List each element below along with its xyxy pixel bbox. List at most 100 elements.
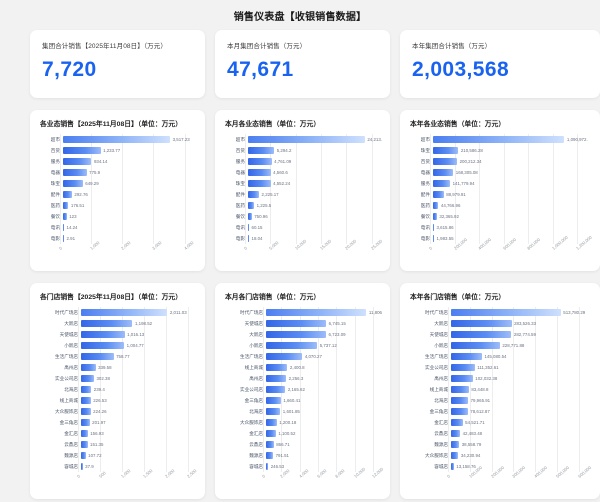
bar[interactable] [451,364,475,371]
bar[interactable] [433,136,565,143]
bar-row[interactable]: 禹州店 339.58 [38,362,197,373]
bar[interactable] [266,353,303,360]
bar-row[interactable]: 电讯 60.15 [223,222,382,233]
bar-row[interactable]: 金三角店 78,612.87 [408,406,592,417]
bar-row[interactable]: 小新店 228,771.88 [408,340,592,351]
bar-row[interactable]: 实业公司店 2,165.62 [223,384,382,395]
bar-row[interactable]: 实业公司店 111,352.61 [408,362,592,373]
bar-row[interactable]: 大众服饰店 224.26 [38,406,197,417]
bar[interactable] [266,364,288,371]
bar[interactable] [451,441,460,448]
bar[interactable] [81,331,125,338]
bar-row[interactable]: 云鼎店 151.35 [38,439,197,450]
bar-row[interactable]: 服务 4,761.09 [223,156,382,167]
bar-row[interactable]: 云鼎店 866.71 [223,439,382,450]
bar-row[interactable]: 时代广场店 513,780.29 [408,307,592,318]
bar[interactable] [81,419,90,426]
bar-row[interactable]: 小新店 1,004.77 [38,340,197,351]
bar[interactable] [81,320,133,327]
bar[interactable] [81,375,94,382]
chart-card-category-year[interactable]: 本年各业态销售（单位：万元） 超市 1,090,972. 珠宝 210,586.28 百… [400,110,600,271]
bar[interactable] [451,452,459,459]
bar[interactable] [63,202,69,209]
bar-row[interactable]: 北海店 1,601.85 [223,406,382,417]
kpi-card-today[interactable]: 集团合计销售【2025年11月08日】（万元） 7,720 [30,30,205,98]
bar[interactable] [248,147,275,154]
bar-row[interactable]: 电影 2.91 [38,233,197,244]
bar-row[interactable]: 服务 934.14 [38,156,197,167]
bar[interactable] [63,136,171,143]
bar-row[interactable]: 金三角店 1,660.41 [223,395,382,406]
bar-row[interactable]: 医药 44,766.96 [408,200,592,211]
bar[interactable] [81,397,91,404]
bar-row[interactable]: 配件 2,225.17 [223,189,382,200]
bar-row[interactable]: 电器 4,560.6 [223,167,382,178]
bar-row[interactable]: 配件 292.76 [38,189,197,200]
chart-card-store-year[interactable]: 本年各门店销售（单位：万元） 时代广场店 513,780.29 大新店 283,526… [400,283,600,499]
bar-row[interactable]: 超市 3,517.23 [38,134,197,145]
bar-row[interactable]: 大众服饰店 34,230.94 [408,450,592,461]
bar-row[interactable]: 服务 141,779.94 [408,178,592,189]
bar[interactable] [248,136,365,143]
bar-row[interactable]: 生活广场店 145,080.54 [408,351,592,362]
bar[interactable] [63,147,101,154]
bar[interactable] [63,191,72,198]
bar-row[interactable]: 生活广场店 758.77 [38,351,197,362]
bar[interactable] [266,408,281,415]
bar[interactable] [451,430,461,437]
bar-row[interactable]: 餐饮 750.96 [223,211,382,222]
bar[interactable] [433,191,444,198]
bar[interactable] [81,463,83,470]
bar-row[interactable]: 实业公司店 302.38 [38,373,197,384]
bar-row[interactable]: 超市 24,213. [223,134,382,145]
bar[interactable] [451,408,468,415]
bar-row[interactable]: 容城店 37.9 [38,461,197,472]
bar[interactable] [266,342,318,349]
bar-row[interactable]: 禹州店 102,032.38 [408,373,592,384]
bar[interactable] [81,386,92,393]
bar[interactable] [266,386,286,393]
bar-row[interactable]: 金三角店 201.97 [38,417,197,428]
bar-row[interactable]: 魏源店 38,558.79 [408,439,592,450]
bar[interactable] [248,213,252,220]
bar[interactable] [63,213,67,220]
bar-row[interactable]: 医药 176.51 [38,200,197,211]
bar[interactable] [248,169,271,176]
bar[interactable] [81,309,168,316]
bar[interactable] [451,320,512,327]
bar-row[interactable]: 容城店 13,158.76 [408,461,592,472]
bar-row[interactable]: 电影 1,983.55 [408,233,592,244]
bar[interactable] [81,441,88,448]
bar-row[interactable]: 小新店 5,737.12 [223,340,382,351]
bar-row[interactable]: 天使城店 282,774.59 [408,329,592,340]
bar-row[interactable]: 容城店 246.53 [223,461,382,472]
bar-row[interactable]: 大新店 283,526.33 [408,318,592,329]
bar[interactable] [451,331,512,338]
bar[interactable] [266,463,269,470]
bar-row[interactable]: 电讯 14.24 [38,222,197,233]
bar[interactable] [433,213,437,220]
bar-row[interactable]: 时代广场店 11,806 [223,307,382,318]
bar-row[interactable]: 大众服饰店 1,200.18 [223,417,382,428]
chart-card-store-month[interactable]: 本月各门店销售（单位：万元） 时代广场店 11,806 天使城店 6,745.15 大新… [215,283,390,499]
bar[interactable] [451,342,500,349]
bar-row[interactable]: 魏源店 107.72 [38,450,197,461]
bar-row[interactable]: 北海店 79,965.91 [408,395,592,406]
bar[interactable] [266,331,326,338]
bar[interactable] [63,158,92,165]
bar-row[interactable]: 时代广场店 2,011.03 [38,307,197,318]
bar-row[interactable]: 金汇店 156.93 [38,428,197,439]
bar[interactable] [248,158,272,165]
bar-row[interactable]: 珠宝 4,552.24 [223,178,382,189]
chart-card-category-today[interactable]: 各业态销售【2025年11月08日】（单位：万元） 超市 3,517.23 百货 1,… [30,110,205,271]
bar-row[interactable]: 百货 200,212.34 [408,156,592,167]
bar-row[interactable]: 大新店 6,723.09 [223,329,382,340]
bar-row[interactable]: 线上商城 2,400.8 [223,362,382,373]
bar[interactable] [451,353,482,360]
bar[interactable] [248,224,249,231]
bar[interactable] [433,147,459,154]
bar[interactable] [266,320,327,327]
bar[interactable] [451,397,469,404]
bar[interactable] [63,235,64,242]
bar[interactable] [451,419,463,426]
